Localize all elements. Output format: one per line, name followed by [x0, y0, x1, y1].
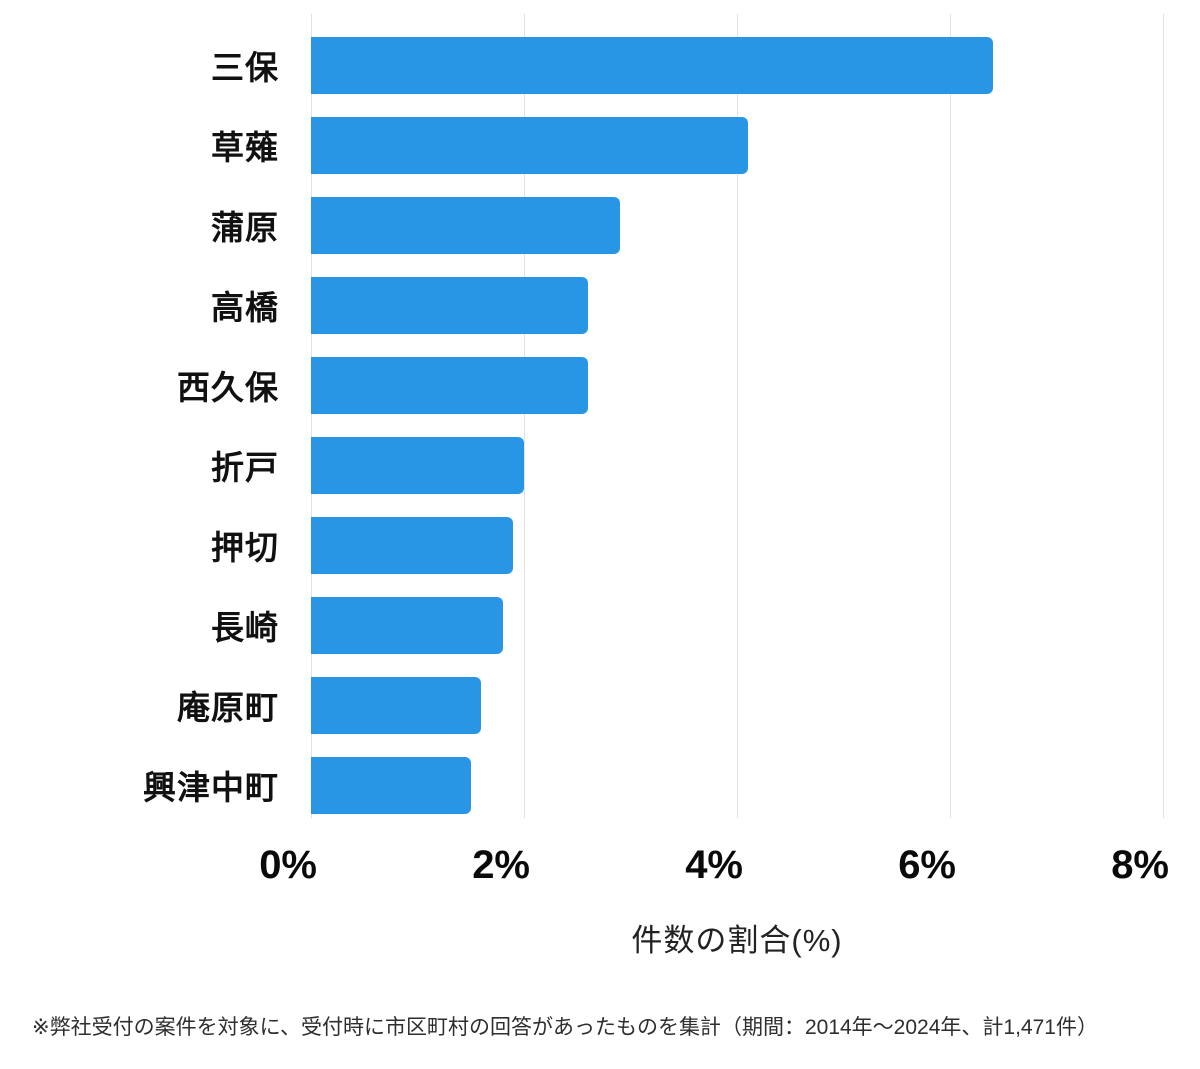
bar-row — [311, 105, 1163, 185]
category-label-草薙: 草薙 — [211, 129, 279, 166]
category-label-西久保: 西久保 — [177, 369, 279, 406]
gridline-2 — [524, 14, 525, 818]
x-axis-title: 件数の割合(%) — [631, 923, 843, 958]
x-tick-0%: 0% — [259, 843, 317, 887]
category-label-折戸: 折戸 — [211, 449, 279, 486]
bar-row — [311, 745, 1163, 825]
category-label-蒲原: 蒲原 — [211, 209, 279, 246]
category-label-column: 三保草薙蒲原高橋西久保折戸押切長崎庵原町興津中町 — [0, 25, 295, 825]
category-label-押切: 押切 — [211, 529, 279, 566]
x-tick-4%: 4% — [685, 843, 743, 887]
bar-row — [311, 345, 1163, 425]
bar-row — [311, 585, 1163, 665]
bar-高橋 — [311, 276, 588, 334]
bar-row — [311, 505, 1163, 585]
bar-row — [311, 425, 1163, 505]
x-tick-6%: 6% — [898, 843, 956, 887]
gridline-8 — [1163, 14, 1164, 818]
category-label-長崎: 長崎 — [211, 609, 279, 646]
x-tick-8%: 8% — [1111, 843, 1169, 887]
bar-row — [311, 25, 1163, 105]
category-label-庵原町: 庵原町 — [177, 689, 279, 726]
gridline-6 — [950, 14, 951, 818]
category-label-興津中町: 興津中町 — [143, 769, 279, 806]
x-tick-2%: 2% — [472, 843, 530, 887]
category-label-三保: 三保 — [211, 49, 279, 86]
bar-三保 — [311, 36, 993, 94]
bar-rows — [311, 25, 1163, 825]
bar-長崎 — [311, 596, 503, 654]
bar-row — [311, 265, 1163, 345]
category-label-高橋: 高橋 — [211, 289, 279, 326]
bar-row — [311, 665, 1163, 745]
gridline-4 — [737, 14, 738, 818]
bar-庵原町 — [311, 676, 482, 734]
bar-row — [311, 185, 1163, 265]
bar-興津中町 — [311, 756, 471, 814]
plot-area — [311, 14, 1164, 818]
bar-蒲原 — [311, 196, 620, 254]
bar-草薙 — [311, 116, 748, 174]
bar-押切 — [311, 516, 514, 574]
footnote: ※弊社受付の案件を対象に、受付時に市区町村の回答があったものを集計（期間：201… — [32, 1016, 1098, 1039]
bar-西久保 — [311, 356, 588, 414]
bar-折戸 — [311, 436, 524, 494]
gridline-0 — [311, 14, 312, 818]
x-axis-ticks: 0% 2% 4% 6% 8% — [259, 843, 1169, 889]
